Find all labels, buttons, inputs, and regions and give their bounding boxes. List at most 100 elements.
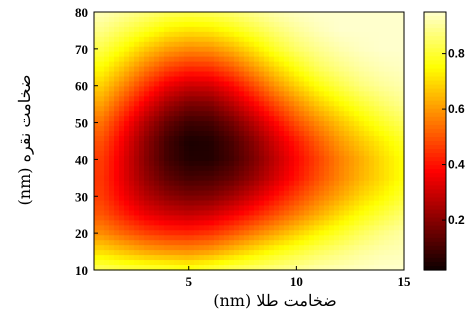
- heatmap-cell: [239, 21, 245, 28]
- heatmap-cell: [184, 165, 190, 172]
- heatmap-cell: [264, 215, 270, 221]
- heatmap-cell: [249, 81, 255, 88]
- heatmap-cell: [234, 16, 240, 23]
- heatmap-cell: [274, 61, 280, 68]
- heatmap-cell: [234, 265, 240, 271]
- heatmap-cell: [259, 141, 265, 147]
- heatmap-cell: [284, 225, 290, 231]
- heatmap-cell: [254, 71, 260, 78]
- heatmap-cell: [264, 21, 270, 28]
- heatmap-cell: [179, 230, 185, 236]
- heatmap-cell: [239, 255, 245, 261]
- heatmap-cell: [199, 225, 205, 231]
- heatmap-cell: [379, 260, 385, 266]
- heatmap-cell: [379, 150, 385, 157]
- heatmap-cell: [309, 250, 315, 256]
- heatmap-cell: [324, 165, 330, 172]
- heatmap-cell: [249, 136, 255, 142]
- heatmap-cell: [119, 160, 125, 167]
- heatmap-cell: [94, 126, 100, 132]
- heatmap-cell: [159, 145, 165, 152]
- heatmap-cell: [154, 71, 160, 78]
- heatmap-cell: [319, 230, 325, 236]
- heatmap-cell: [119, 101, 125, 107]
- heatmap-cell: [389, 240, 395, 246]
- heatmap-cell: [174, 200, 180, 207]
- heatmap-cell: [334, 101, 340, 107]
- heatmap-cell: [349, 12, 355, 18]
- heatmap-cell: [364, 66, 370, 73]
- heatmap-cell: [299, 86, 305, 92]
- heatmap-cell: [109, 126, 115, 132]
- heatmap-cell: [369, 46, 375, 53]
- heatmap-cell: [304, 185, 310, 192]
- heatmap-cell: [164, 41, 170, 48]
- heatmap-cell: [204, 56, 210, 63]
- heatmap-cell: [214, 220, 220, 226]
- heatmap-cell: [144, 131, 150, 137]
- heatmap-cell: [214, 16, 220, 23]
- heatmap-cell: [179, 145, 185, 152]
- heatmap-cell: [184, 235, 190, 241]
- heatmap-cell: [294, 111, 300, 117]
- heatmap-cell: [319, 200, 325, 207]
- heatmap-cell: [374, 21, 380, 28]
- heatmap-cell: [164, 185, 170, 192]
- heatmap-cell: [159, 160, 165, 167]
- heatmap-cell: [349, 71, 355, 78]
- heatmap-cell: [104, 185, 110, 192]
- heatmap-cell: [129, 235, 135, 241]
- heatmap-cells: [94, 12, 405, 271]
- heatmap-cell: [184, 81, 190, 88]
- heatmap-cell: [289, 240, 295, 246]
- heatmap-cell: [184, 175, 190, 182]
- heatmap-cell: [319, 265, 325, 271]
- heatmap-cell: [119, 220, 125, 226]
- heatmap-cell: [179, 175, 185, 182]
- heatmap-cell: [274, 141, 280, 147]
- heatmap-cell: [224, 31, 230, 38]
- heatmap-cell: [354, 46, 360, 53]
- heatmap-cell: [199, 31, 205, 38]
- heatmap-cell: [329, 136, 335, 142]
- heatmap-cell: [369, 61, 375, 68]
- heatmap-cell: [199, 170, 205, 177]
- heatmap-cell: [379, 116, 385, 122]
- heatmap-cell: [104, 16, 110, 23]
- heatmap-cell: [129, 76, 135, 83]
- heatmap-cell: [234, 155, 240, 162]
- heatmap-cell: [179, 16, 185, 23]
- heatmap-cell: [214, 255, 220, 261]
- heatmap-cell: [179, 51, 185, 58]
- heatmap-cell: [149, 240, 155, 246]
- heatmap-cell: [354, 101, 360, 107]
- heatmap-cell: [279, 91, 285, 97]
- heatmap-cell: [294, 36, 300, 43]
- heatmap-cell: [224, 66, 230, 73]
- heatmap-cell: [134, 111, 140, 117]
- heatmap-cell: [204, 96, 210, 102]
- heatmap-cell: [269, 180, 275, 187]
- heatmap-cell: [204, 185, 210, 192]
- heatmap-cell: [339, 165, 345, 172]
- heatmap-cell: [194, 190, 200, 197]
- heatmap-cell: [339, 195, 345, 202]
- heatmap-cell: [399, 235, 405, 241]
- heatmap-cell: [349, 31, 355, 38]
- heatmap-cell: [329, 265, 335, 271]
- heatmap-cell: [369, 26, 375, 33]
- heatmap-cell: [149, 215, 155, 221]
- heatmap-cell: [169, 190, 175, 197]
- heatmap-cell: [289, 86, 295, 92]
- heatmap-cell: [374, 111, 380, 117]
- heatmap-cell: [184, 136, 190, 142]
- heatmap-cell: [399, 12, 405, 18]
- heatmap-cell: [344, 16, 350, 23]
- heatmap-cell: [94, 215, 100, 221]
- heatmap-cell: [314, 21, 320, 28]
- heatmap-cell: [224, 36, 230, 43]
- heatmap-cell: [374, 160, 380, 167]
- heatmap-cell: [94, 225, 100, 231]
- heatmap-cell: [164, 111, 170, 117]
- heatmap-cell: [209, 155, 215, 162]
